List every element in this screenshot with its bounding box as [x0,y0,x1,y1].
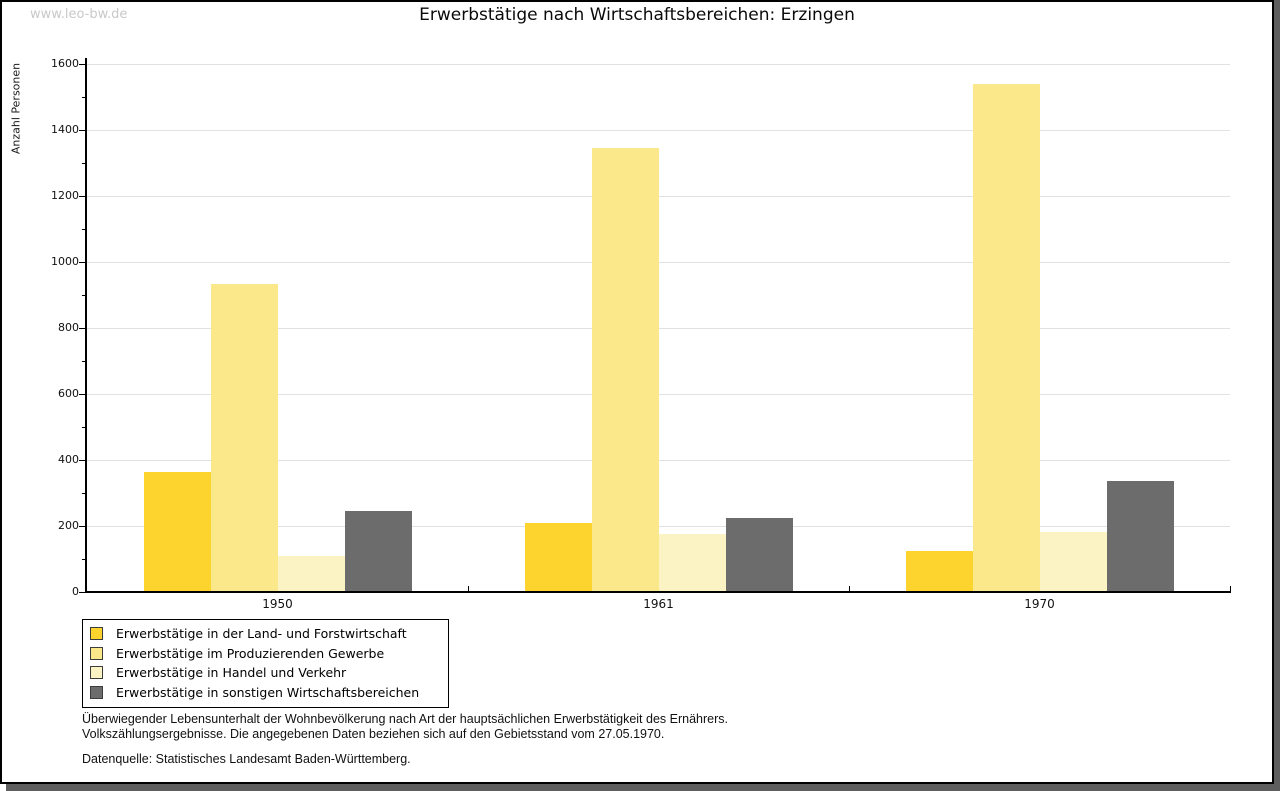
gridline-400 [87,460,1230,461]
leo-bw-watermark: www.leo-bw.de [30,7,128,22]
legend-item-4: Erwerbstätige in sonstigen Wirtschaftsbe… [90,683,442,703]
y-minor-tick-300 [82,493,86,494]
y-tick-200 [79,526,86,527]
gridline-1400 [87,130,1230,131]
gridline-600 [87,394,1230,395]
y-tick-label-400: 400 [58,453,79,466]
legend-swatch-1 [90,627,103,641]
y-tick-label-1000: 1000 [51,255,79,268]
bar-1961-series-3 [658,533,726,592]
legend-label-3: Erwerbstätige in Handel und Verkehr [116,665,347,681]
y-minor-tick-1500 [82,97,86,98]
y-axis-line [85,58,87,593]
y-minor-tick-900 [82,295,86,296]
bar-1970-series-1 [905,550,973,592]
gridline-800 [87,328,1230,329]
x-tick-1950 [468,586,469,592]
y-tick-1200 [79,196,86,197]
y-tick-label-600: 600 [58,387,79,400]
gridline-1600 [87,64,1230,65]
bar-1970-series-2 [972,83,1040,592]
y-tick-label-200: 200 [58,519,79,532]
bar-1961-series-4 [725,518,793,592]
legend: Erwerbstätige in der Land- und Forstwirt… [82,619,449,708]
y-axis-title: Anzahl Personen [9,62,23,155]
gridline-1000 [87,262,1230,263]
x-category-label-1950: 1950 [262,597,293,611]
y-tick-label-800: 800 [58,321,79,334]
legend-item-1: Erwerbstätige in der Land- und Forstwirt… [90,624,442,644]
footer-line-2: Volkszählungsergebnisse. Die angegebenen… [82,726,665,741]
bar-1950-series-3 [277,555,345,592]
y-tick-600 [79,394,86,395]
gridline-1200 [87,196,1230,197]
y-minor-tick-100 [82,559,86,560]
bar-1950-series-4 [344,510,412,592]
bar-1961-series-2 [591,148,659,592]
y-tick-0 [79,592,86,593]
footer-note: Überwiegender Lebensunterhalt der Wohnbe… [82,712,728,767]
y-tick-label-1600: 1600 [51,57,79,70]
legend-swatch-3 [90,666,103,680]
legend-label-1: Erwerbstätige in der Land- und Forstwirt… [116,626,407,642]
legend-swatch-2 [90,646,103,660]
bar-1970-series-3 [1039,531,1107,592]
chart-title: Erwerbstätige nach Wirtschaftsbereichen:… [419,5,855,25]
legend-label-4: Erwerbstätige in sonstigen Wirtschaftsbe… [116,684,420,700]
y-tick-label-1400: 1400 [51,123,79,136]
x-category-label-1961: 1961 [643,597,674,611]
y-minor-tick-1100 [82,229,86,230]
y-tick-1400 [79,130,86,131]
legend-item-2: Erwerbstätige im Produzierenden Gewerbe [90,644,442,664]
y-tick-label-0: 0 [72,585,79,598]
bar-1950-series-1 [143,471,211,592]
bar-1950-series-2 [210,284,278,592]
y-minor-tick-1300 [82,163,86,164]
bar-1961-series-1 [524,523,592,592]
y-tick-1000 [79,262,86,263]
legend-item-3: Erwerbstätige in Handel und Verkehr [90,663,442,683]
x-axis-line [85,591,1231,593]
x-tick-1961 [849,586,850,592]
gridline-200 [87,526,1230,527]
bar-1970-series-4 [1106,480,1174,592]
x-category-label-1970: 1970 [1024,597,1055,611]
y-tick-800 [79,328,86,329]
y-minor-tick-700 [82,361,86,362]
y-tick-label-1200: 1200 [51,189,79,202]
legend-swatch-4 [90,685,103,699]
footer-line-1: Überwiegender Lebensunterhalt der Wohnbe… [82,712,728,726]
x-tick-1970 [1230,586,1231,592]
drop-shadow-right [1274,0,1280,791]
y-minor-tick-500 [82,427,86,428]
y-tick-400 [79,460,86,461]
y-tick-1600 [79,64,86,65]
plot-area [87,64,1230,592]
drop-shadow-bottom [6,784,1280,791]
data-source: Datenquelle: Statistisches Landesamt Bad… [82,752,411,766]
legend-label-2: Erwerbstätige im Produzierenden Gewerbe [116,645,385,661]
